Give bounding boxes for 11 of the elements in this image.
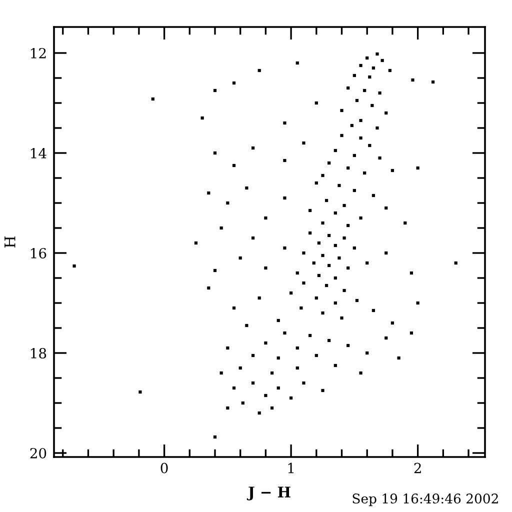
x-tick-label: 0 (160, 462, 168, 474)
y-tick-label: 12 (31, 48, 46, 58)
y-axis-title: H (4, 236, 16, 248)
y-tick-label: 18 (31, 348, 46, 358)
y-tick-label: 14 (31, 148, 46, 158)
x-tick-label: 2 (414, 462, 421, 474)
y-tick-label: 16 (31, 248, 46, 258)
text: Sep 19 16:49:46 2002 (352, 494, 498, 506)
x-axis-title: J − H (246, 486, 290, 500)
x-tick-label: 1 (288, 462, 294, 474)
y-tick-label: 20 (30, 448, 46, 458)
